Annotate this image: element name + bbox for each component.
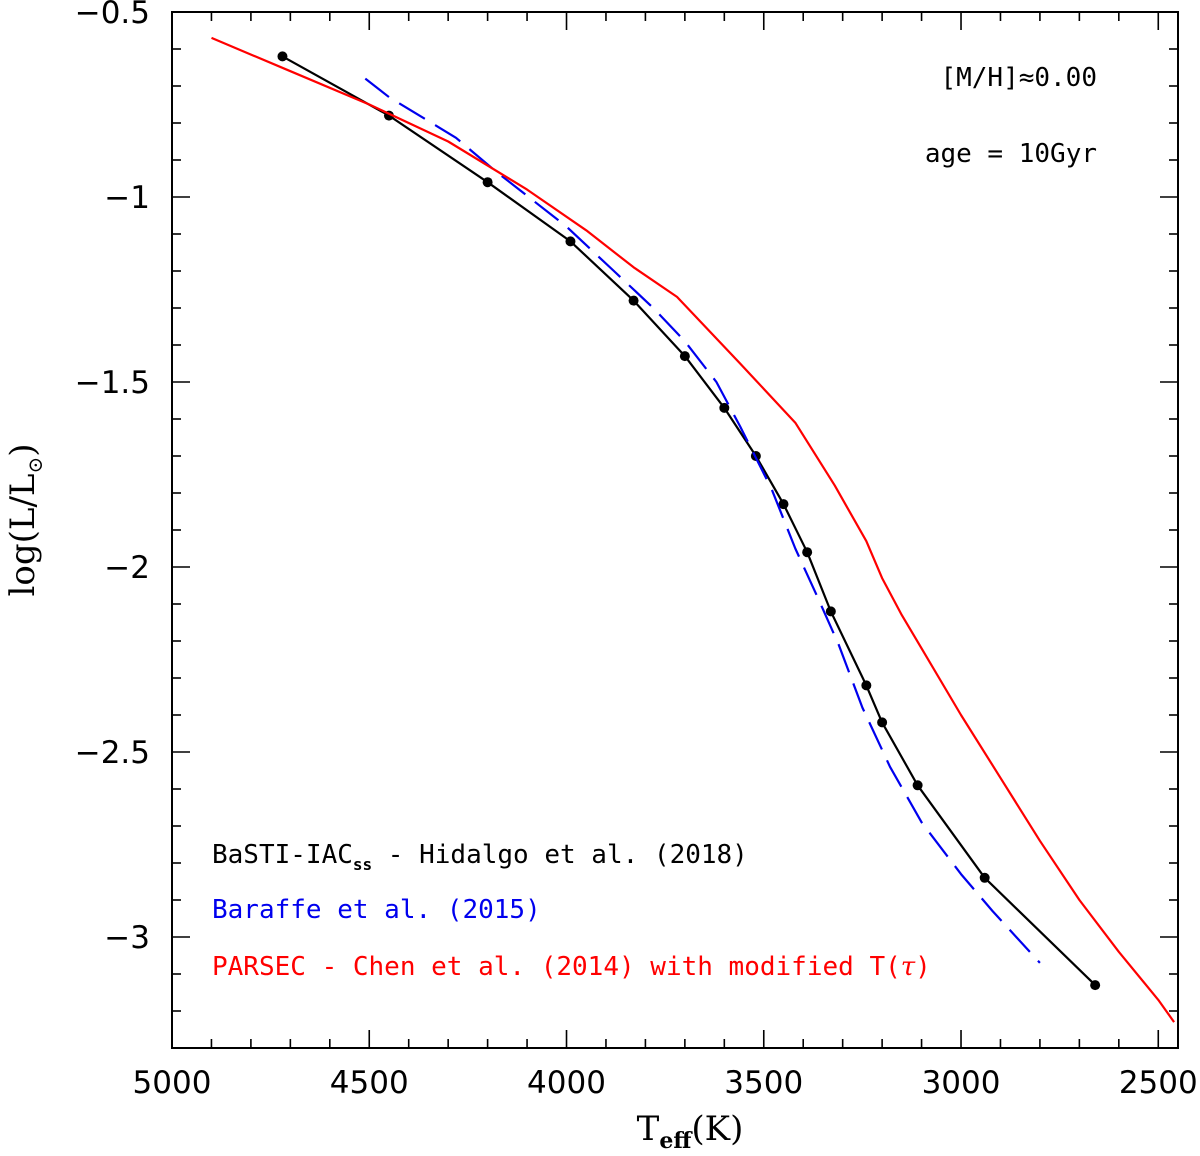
data-point (628, 295, 639, 306)
y-tick-label: −1 (104, 180, 150, 216)
legend-name: PARSEC - Chen et al. (2014) with modifie… (212, 952, 901, 982)
series-2 (211, 36, 1175, 1023)
legend-name: BaSTI-IAC (212, 840, 353, 870)
data-point (861, 680, 872, 691)
y-tick-label: −1.5 (75, 365, 150, 401)
data-point (277, 51, 288, 62)
data-point (482, 177, 493, 188)
legend-suffix: ) (915, 952, 931, 982)
series-0 (277, 51, 1101, 991)
legend-entry-parsec: PARSEC - Chen et al. (2014) with modifie… (212, 952, 931, 982)
x-axis-label: Teff(K) (637, 1109, 744, 1154)
data-point (778, 499, 789, 510)
y-label-suffix: ) (3, 443, 43, 456)
y-tick-label: −2 (104, 550, 150, 586)
data-point (979, 872, 990, 883)
age-annotation: age = 10Gyr (925, 139, 1097, 169)
legend-suffix: - Hidalgo et al. (2018) (372, 840, 748, 870)
data-point (802, 547, 813, 558)
x-label-sub: eff (659, 1128, 693, 1154)
x-label-main: T (637, 1109, 660, 1149)
y-tick-label: −3 (104, 920, 150, 956)
data-series (211, 36, 1175, 1023)
x-tick-label: 4000 (527, 1065, 606, 1101)
legend-tau: τ (901, 952, 916, 982)
y-label-prefix: log(L/L (3, 474, 43, 597)
data-point (719, 402, 730, 413)
y-label-sub: ⊙ (23, 457, 47, 474)
data-point (825, 606, 836, 617)
x-tick-label: 4500 (330, 1065, 409, 1101)
legend-sub: ss (353, 855, 372, 874)
series-line (211, 36, 1175, 1023)
x-tick-label: 5000 (133, 1065, 212, 1101)
y-tick-label: −2.5 (75, 735, 150, 771)
series-1 (364, 77, 1041, 964)
data-point (877, 717, 888, 728)
axis-tick-labels: 5000 4500 4000 3500 3000 2500 −0.5 −1 −1.5 −2 −2.5… (75, 0, 1198, 1101)
legend-entry-baraffe: Baraffe et al. (2015) (212, 895, 541, 925)
metallicity-annotation: [M/H]≈0.00 (940, 63, 1097, 93)
data-point (1090, 980, 1101, 991)
series-line (364, 77, 1041, 964)
data-point (565, 236, 576, 247)
axis-ticks (171, 11, 1178, 1049)
x-tick-label: 3000 (922, 1065, 1001, 1101)
legend-entry-basti: BaSTI-IACss - Hidalgo et al. (2018) (212, 840, 748, 874)
x-tick-label: 2500 (1119, 1065, 1198, 1101)
series-line (281, 55, 1096, 986)
y-tick-label: −0.5 (75, 0, 150, 31)
y-axis-label: log(L/L⊙) (3, 443, 47, 596)
x-label-unit: (K) (691, 1109, 743, 1149)
data-point (912, 780, 923, 791)
data-point (679, 351, 690, 362)
x-tick-label: 3500 (724, 1065, 803, 1101)
